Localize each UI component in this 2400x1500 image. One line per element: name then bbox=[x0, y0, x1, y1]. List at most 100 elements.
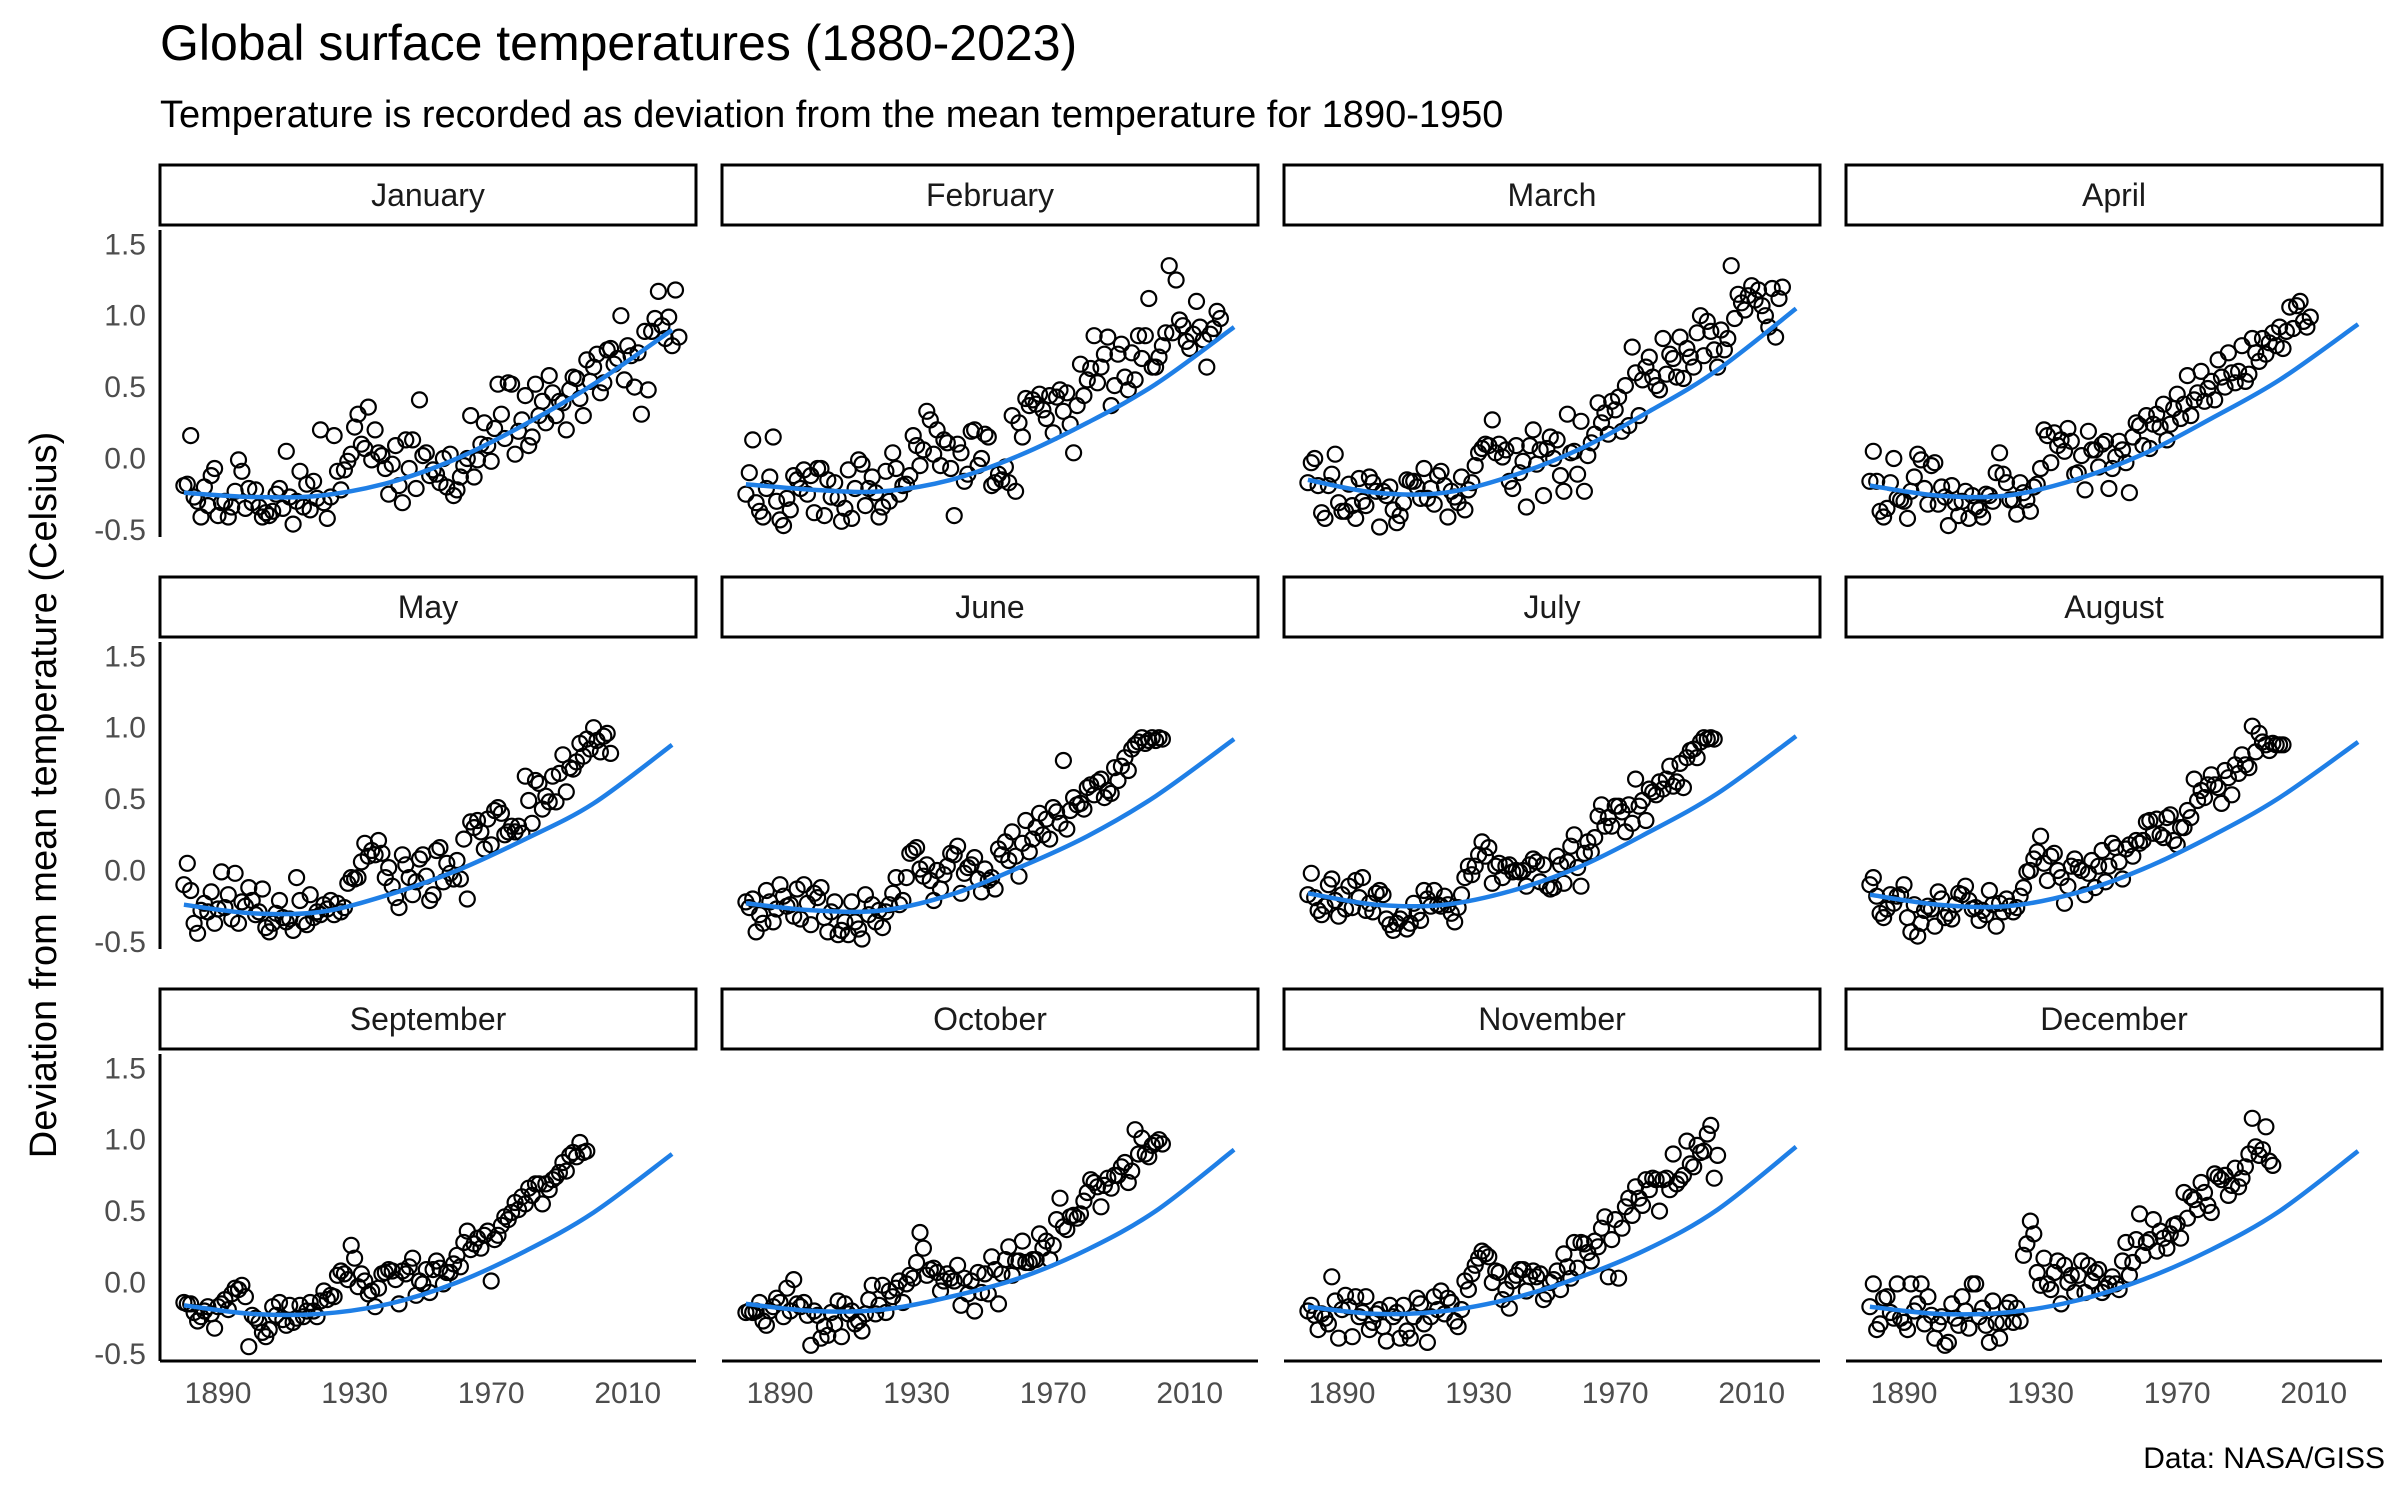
data-point bbox=[260, 1320, 278, 1339]
data-point bbox=[1616, 377, 1635, 395]
data-point bbox=[849, 920, 868, 938]
data-point bbox=[2127, 1230, 2145, 1249]
data-point bbox=[1483, 874, 1501, 892]
data-point bbox=[660, 308, 678, 326]
data-point bbox=[619, 337, 637, 355]
data-point bbox=[233, 462, 251, 480]
data-point bbox=[2260, 1152, 2278, 1170]
data-point bbox=[849, 451, 868, 469]
data-point bbox=[533, 1195, 552, 1213]
data-point bbox=[417, 1260, 435, 1279]
data-point bbox=[390, 898, 408, 917]
data-point bbox=[1041, 830, 1059, 848]
data-point bbox=[2195, 392, 2214, 410]
data-point bbox=[2230, 1178, 2248, 1196]
data-point bbox=[1575, 482, 1594, 500]
data-point bbox=[1702, 322, 1720, 340]
data-point bbox=[352, 435, 370, 453]
data-point bbox=[1864, 442, 1882, 460]
data-point bbox=[1749, 281, 1768, 299]
data-point bbox=[229, 914, 248, 932]
data-point bbox=[1463, 474, 1481, 492]
data-point bbox=[1370, 1300, 1389, 1319]
data-point bbox=[182, 1295, 200, 1313]
facet-strip bbox=[720, 163, 1260, 227]
data-point bbox=[2021, 861, 2040, 880]
data-point bbox=[288, 868, 306, 887]
data-point bbox=[264, 502, 282, 520]
data-point bbox=[1306, 449, 1324, 468]
data-point bbox=[1129, 327, 1148, 345]
data-point bbox=[1671, 328, 1689, 346]
data-point bbox=[1153, 337, 1172, 355]
data-point bbox=[393, 846, 411, 864]
data-point bbox=[2209, 1168, 2227, 1186]
data-point bbox=[1006, 482, 1025, 500]
data-point bbox=[547, 793, 565, 811]
data-point bbox=[1099, 781, 1117, 800]
data-point bbox=[1411, 911, 1430, 930]
x-tick-label: 1970 bbox=[2144, 1377, 2211, 1410]
data-point bbox=[1596, 817, 1614, 835]
data-point bbox=[1994, 465, 2012, 483]
data-point bbox=[1562, 837, 1580, 855]
data-point bbox=[1902, 1275, 1920, 1293]
x-tick-label: 1930 bbox=[1445, 1377, 1512, 1410]
data-point bbox=[427, 841, 446, 860]
data-point bbox=[1140, 1148, 1158, 1166]
data-point bbox=[1323, 465, 1341, 483]
data-point bbox=[1633, 1196, 1652, 1215]
panel-july: July bbox=[1282, 575, 1822, 940]
data-point bbox=[996, 1250, 1015, 1269]
data-point bbox=[1613, 1219, 1631, 1237]
data-point bbox=[914, 1239, 933, 1257]
data-point bbox=[1112, 1158, 1131, 1176]
data-point bbox=[2243, 1109, 2261, 1127]
data-point bbox=[2113, 1252, 2132, 1270]
data-point bbox=[2301, 308, 2319, 326]
data-point bbox=[1456, 501, 1474, 519]
data-point bbox=[1340, 475, 1358, 493]
data-point bbox=[540, 1181, 558, 1199]
data-point bbox=[550, 1163, 569, 1182]
chart-title: Global surface temperatures (1880-2023) bbox=[160, 15, 1077, 71]
data-point bbox=[897, 868, 916, 887]
data-point bbox=[901, 467, 919, 485]
data-point bbox=[1698, 312, 1716, 330]
data-point bbox=[335, 461, 353, 479]
data-point bbox=[486, 1230, 504, 1249]
data-point bbox=[1637, 811, 1655, 830]
data-point bbox=[1987, 464, 2005, 482]
data-point bbox=[812, 459, 830, 478]
data-point bbox=[2240, 365, 2258, 383]
data-point bbox=[298, 1302, 316, 1320]
data-point bbox=[2148, 1242, 2166, 1260]
data-point bbox=[747, 494, 765, 512]
data-point bbox=[767, 492, 786, 510]
data-point bbox=[400, 1258, 418, 1276]
data-point bbox=[404, 1249, 422, 1267]
data-point bbox=[1092, 358, 1110, 376]
data-point bbox=[2141, 811, 2159, 830]
data-point bbox=[1664, 777, 1682, 795]
facet-strip bbox=[720, 575, 1260, 639]
panel-november: November 1890 1930 1970 2010 bbox=[1282, 987, 1822, 1410]
data-point bbox=[1302, 454, 1320, 472]
data-point bbox=[2219, 344, 2237, 362]
data-point bbox=[270, 891, 289, 910]
data-point bbox=[1609, 1269, 1628, 1287]
data-point bbox=[380, 858, 398, 877]
data-point bbox=[1592, 1219, 1611, 1237]
data-point bbox=[1058, 1220, 1076, 1239]
data-point bbox=[670, 328, 688, 346]
x-tick-label: 1930 bbox=[321, 1377, 388, 1410]
data-point bbox=[359, 398, 377, 416]
data-point bbox=[260, 923, 278, 941]
data-point bbox=[182, 427, 200, 445]
data-point bbox=[557, 1162, 575, 1180]
data-point bbox=[1592, 796, 1611, 814]
data-point bbox=[1926, 917, 1944, 935]
facet-label: September bbox=[350, 1001, 507, 1037]
data-point bbox=[2257, 1118, 2275, 1136]
data-point bbox=[1885, 449, 1903, 468]
